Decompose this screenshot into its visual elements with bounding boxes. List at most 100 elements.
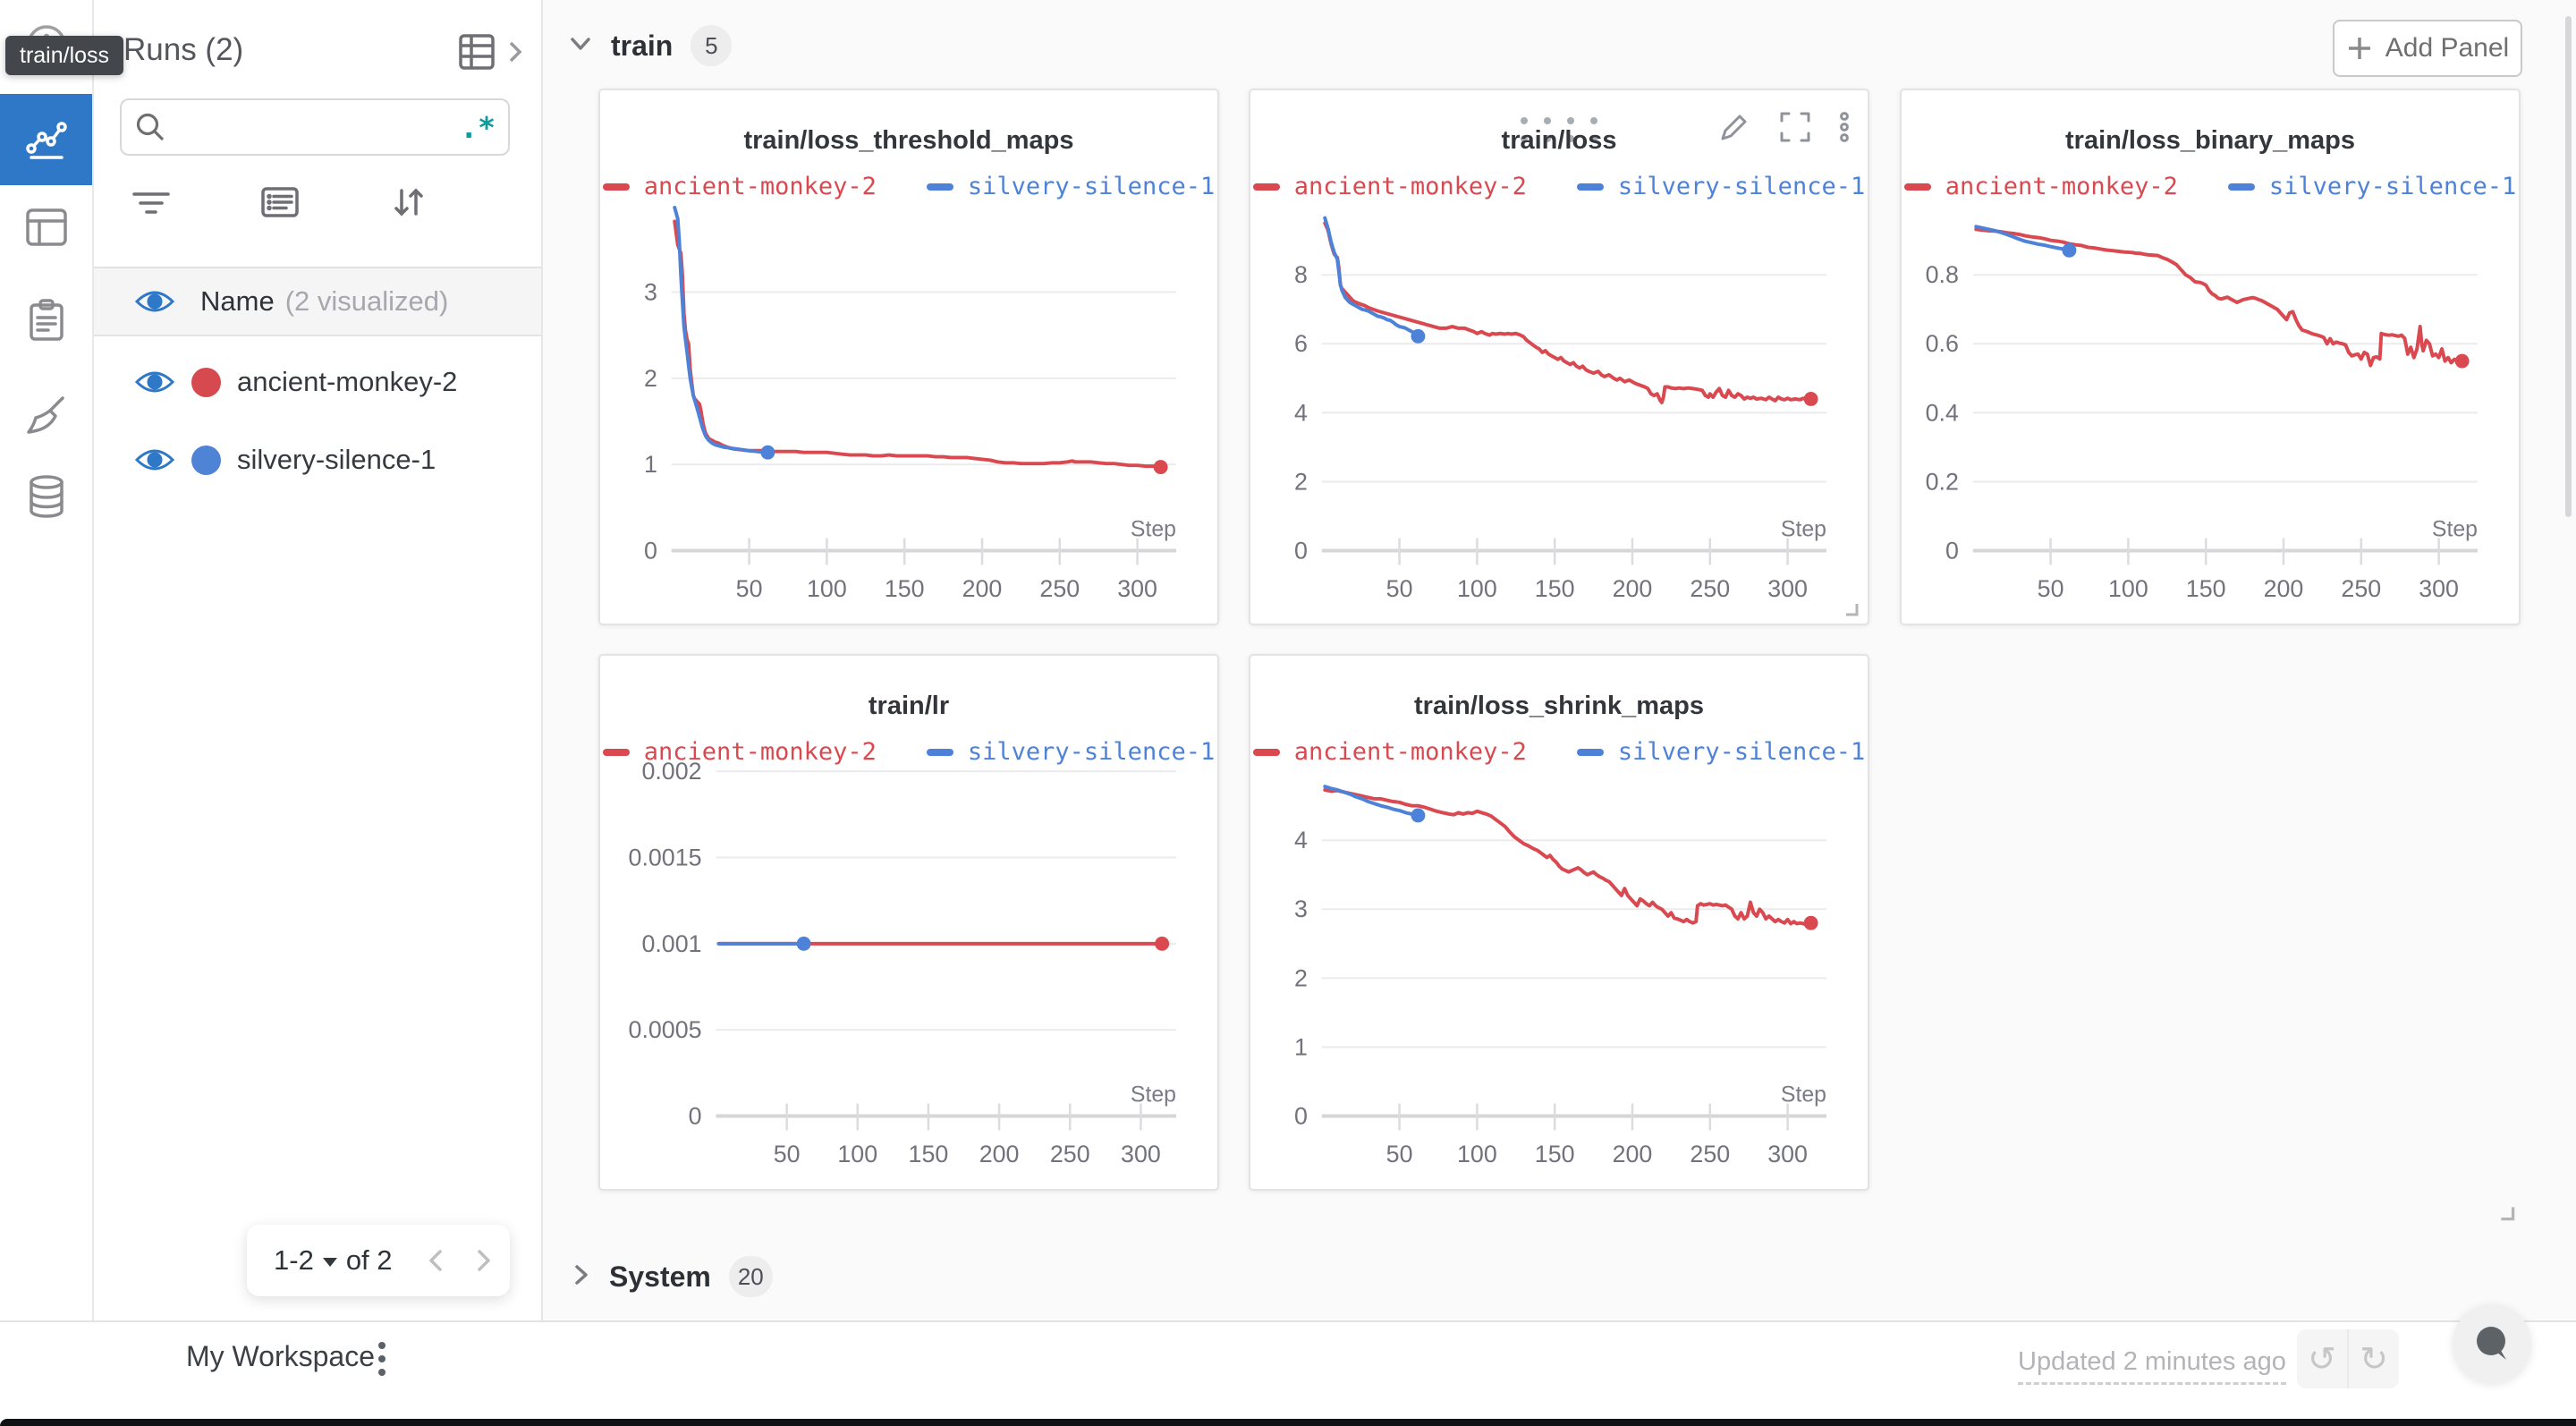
section-header-train[interactable]: train 5 bbox=[568, 25, 733, 66]
table-icon bbox=[459, 34, 495, 70]
chart-plot[interactable]: 0 2 4 6 8 50 100 150 200 250 300 Step bbox=[1250, 90, 1868, 624]
legend-item[interactable]: silvery-silence-1 bbox=[926, 173, 1215, 200]
chevron-right-icon[interactable] bbox=[572, 1262, 591, 1292]
svg-text:0: 0 bbox=[1294, 537, 1308, 564]
svg-text:300: 300 bbox=[1767, 1141, 1808, 1167]
svg-text:4: 4 bbox=[1294, 827, 1308, 853]
visibility-eye-icon[interactable] bbox=[134, 446, 175, 473]
svg-text:0.8: 0.8 bbox=[1926, 261, 1959, 288]
svg-text:50: 50 bbox=[1386, 1141, 1413, 1167]
panel-bank: train 5 Add Panel train/loss_threshold_m… bbox=[543, 0, 2576, 1320]
fullscreen-icon[interactable] bbox=[1778, 110, 1812, 144]
bottom-bar: My Workspace Updated 2 minutes ago ↺ ↻ bbox=[0, 1320, 2576, 1419]
expand-runs-table-button[interactable] bbox=[459, 32, 523, 72]
visibility-eye-icon[interactable] bbox=[134, 288, 175, 315]
run-name[interactable]: silvery-silence-1 bbox=[237, 444, 436, 475]
workspace-title[interactable]: My Workspace bbox=[186, 1340, 376, 1372]
regex-toggle[interactable]: .* bbox=[460, 109, 496, 145]
sort-icon[interactable] bbox=[387, 183, 430, 221]
legend-item[interactable]: ancient-monkey-2 bbox=[1252, 738, 1527, 766]
svg-text:1: 1 bbox=[644, 451, 657, 478]
svg-text:50: 50 bbox=[1386, 575, 1413, 602]
chart-panel[interactable]: train/loss ancient-monkey-2 silvery-sile… bbox=[1249, 89, 1869, 625]
sidebar-item-runs-table[interactable] bbox=[0, 190, 92, 265]
legend-item[interactable]: silvery-silence-1 bbox=[2227, 173, 2516, 200]
chart-title: train/loss bbox=[1501, 126, 1617, 155]
search-input[interactable] bbox=[177, 112, 461, 142]
prev-page-icon[interactable] bbox=[427, 1246, 445, 1275]
legend-item[interactable]: ancient-monkey-2 bbox=[1252, 173, 1527, 200]
redo-icon[interactable]: ↻ bbox=[2360, 1340, 2388, 1379]
sidebar-item-panels[interactable] bbox=[0, 94, 92, 185]
section-header-system[interactable]: System 20 bbox=[572, 1256, 773, 1297]
last-updated: Updated 2 minutes ago bbox=[2018, 1347, 2286, 1385]
chat-balloon-icon bbox=[2477, 1327, 2506, 1360]
run-row[interactable]: ancient-monkey-2 bbox=[94, 345, 541, 419]
sidebar-item-artifacts[interactable] bbox=[0, 458, 92, 535]
visibility-eye-icon[interactable] bbox=[134, 369, 175, 395]
chevron-down-icon[interactable] bbox=[568, 34, 593, 58]
svg-text:0: 0 bbox=[689, 1102, 702, 1129]
svg-text:250: 250 bbox=[2341, 575, 2381, 602]
svg-text:250: 250 bbox=[1690, 575, 1730, 602]
section-count-badge: 20 bbox=[728, 1256, 773, 1297]
runs-panel-title: Runs (2) bbox=[123, 32, 244, 67]
legend-swatch bbox=[602, 182, 630, 191]
chart-panel[interactable]: train/lr ancient-monkey-2 silvery-silenc… bbox=[598, 654, 1219, 1191]
svg-text:250: 250 bbox=[1050, 1141, 1090, 1167]
workspace-kebab-icon[interactable] bbox=[376, 1338, 388, 1384]
add-panel-button[interactable]: Add Panel bbox=[2333, 20, 2522, 77]
chart-panel[interactable]: train/loss_binary_maps ancient-monkey-2 … bbox=[1900, 89, 2521, 625]
section-resize-handle[interactable] bbox=[2497, 1203, 2517, 1223]
legend-item[interactable]: silvery-silence-1 bbox=[926, 738, 1215, 766]
sidebar-item-logs[interactable] bbox=[0, 283, 92, 358]
legend-swatch bbox=[1903, 182, 1931, 191]
panel-resize-handle[interactable] bbox=[1843, 600, 1860, 618]
next-page-icon[interactable] bbox=[475, 1246, 493, 1275]
svg-text:6: 6 bbox=[1294, 330, 1308, 357]
legend-swatch bbox=[926, 182, 953, 191]
svg-text:0.002: 0.002 bbox=[641, 758, 701, 785]
sidebar-item-sweeps[interactable] bbox=[0, 376, 92, 453]
run-name-header-row[interactable]: Name (2 visualized) bbox=[94, 267, 541, 336]
svg-text:300: 300 bbox=[1117, 575, 1157, 602]
legend-swatch bbox=[1252, 182, 1280, 191]
chart-legend: ancient-monkey-2 silvery-silence-1 bbox=[1250, 173, 1868, 200]
svg-text:0.2: 0.2 bbox=[1926, 468, 1959, 495]
section-count-badge: 5 bbox=[691, 25, 733, 66]
list-settings-icon[interactable] bbox=[258, 183, 301, 221]
chart-panel[interactable]: train/loss_threshold_maps ancient-monkey… bbox=[598, 89, 1219, 625]
legend-item[interactable]: ancient-monkey-2 bbox=[602, 738, 877, 766]
chat-widget-button[interactable] bbox=[2453, 1304, 2531, 1383]
run-name[interactable]: ancient-monkey-2 bbox=[237, 366, 458, 397]
drag-handle-icon[interactable] bbox=[1510, 112, 1608, 152]
legend-item[interactable]: ancient-monkey-2 bbox=[602, 173, 877, 200]
run-search-box[interactable]: .* bbox=[120, 98, 510, 156]
chart-plot[interactable]: 0 0.2 0.4 0.6 0.8 50 100 150 200 250 300 Step bbox=[1902, 90, 2519, 624]
legend-item[interactable]: ancient-monkey-2 bbox=[1903, 173, 2178, 200]
svg-text:Step: Step bbox=[1131, 518, 1176, 542]
filter-icon[interactable] bbox=[130, 183, 173, 221]
page-range[interactable]: 1-2 bbox=[274, 1244, 314, 1276]
svg-text:100: 100 bbox=[1457, 1141, 1497, 1167]
panel-toolbar bbox=[1717, 110, 1850, 144]
vertical-scrollbar[interactable] bbox=[2565, 16, 2572, 517]
svg-text:1: 1 bbox=[1294, 1033, 1308, 1060]
chart-plot[interactable]: 0 1 2 3 50 100 150 200 250 300 Step bbox=[600, 90, 1217, 624]
edit-pencil-icon[interactable] bbox=[1717, 110, 1751, 144]
chart-legend: ancient-monkey-2 silvery-silence-1 bbox=[1902, 173, 2519, 200]
chart-legend: ancient-monkey-2 silvery-silence-1 bbox=[600, 738, 1217, 766]
undo-icon[interactable]: ↺ bbox=[2297, 1329, 2349, 1388]
page-size-caret-icon[interactable] bbox=[322, 1258, 337, 1267]
legend-item[interactable]: silvery-silence-1 bbox=[1576, 738, 1865, 766]
chart-plot[interactable]: 0 1 2 3 4 50 100 150 200 250 300 Step bbox=[1250, 656, 1868, 1189]
chart-panel[interactable]: train/loss_shrink_maps ancient-monkey-2 … bbox=[1249, 654, 1869, 1191]
chart-plot[interactable]: 0 0.0005 0.001 0.0015 0.002 50 100 150 200 250 300… bbox=[600, 656, 1217, 1189]
legend-item[interactable]: silvery-silence-1 bbox=[1576, 173, 1865, 200]
kebab-menu-icon[interactable] bbox=[1839, 110, 1850, 144]
section-label: train bbox=[611, 29, 674, 62]
undo-redo-group: ↺ ↻ bbox=[2297, 1329, 2399, 1388]
runs-toolbar bbox=[130, 183, 430, 221]
run-row[interactable]: silvery-silence-1 bbox=[94, 423, 541, 497]
visualized-count: (2 visualized) bbox=[284, 285, 449, 317]
